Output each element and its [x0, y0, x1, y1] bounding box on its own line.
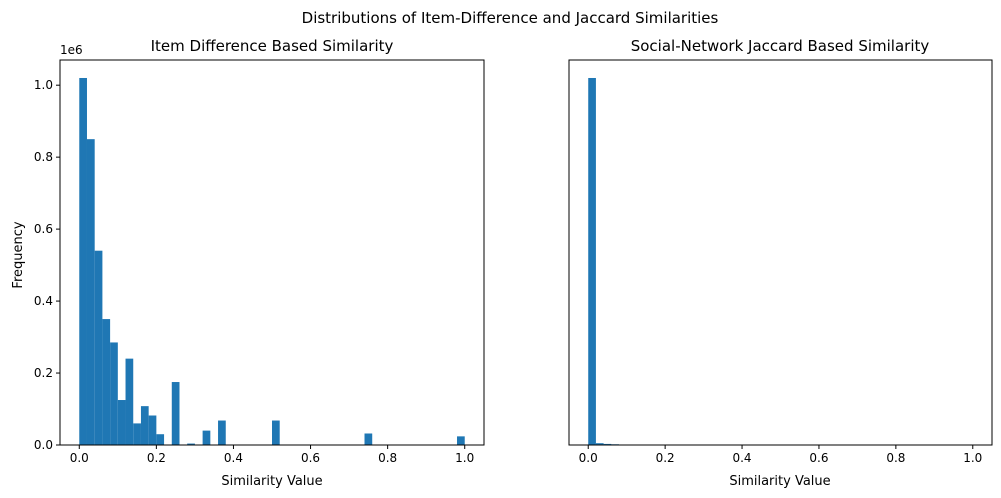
- y-axis-label: Frequency: [11, 221, 26, 288]
- histogram-bar: [364, 433, 373, 445]
- y-tick-label: 1.0: [34, 78, 53, 92]
- histogram-bar: [171, 382, 180, 445]
- x-tick-label: 1.0: [963, 451, 982, 465]
- histogram-bar: [86, 139, 95, 445]
- figure-suptitle: Distributions of Item-Difference and Jac…: [302, 9, 719, 27]
- histogram-bar: [218, 420, 226, 445]
- plot-frame: [59, 59, 485, 446]
- histogram-bar: [272, 420, 280, 445]
- histogram-bar: [595, 443, 604, 445]
- x-tick-label: 0.6: [809, 451, 828, 465]
- x-tick-label: 0.4: [224, 451, 243, 465]
- y-offset-label: 1e6: [60, 43, 83, 57]
- x-axis-label: Similarity Value: [729, 474, 830, 489]
- x-tick-label: 0.0: [579, 451, 598, 465]
- y-tick-label: 0.0: [34, 438, 53, 452]
- histogram-bar: [133, 423, 141, 445]
- x-axis-label: Similarity Value: [221, 474, 322, 489]
- x-tick-label: 0.2: [147, 451, 166, 465]
- histogram-bar: [156, 434, 165, 445]
- x-tick-label: 0.6: [301, 451, 320, 465]
- x-tick-label: 0.2: [656, 451, 675, 465]
- bar-group: [79, 77, 465, 446]
- chart-title: Social-Network Jaccard Based Similarity: [631, 37, 930, 55]
- histogram-bar: [588, 77, 596, 446]
- y-tick-label: 0.8: [34, 150, 53, 164]
- histogram-bar: [187, 443, 195, 445]
- x-tick-label: 0.8: [886, 451, 905, 465]
- histogram-bar: [125, 358, 134, 445]
- histogram-bar: [117, 400, 126, 445]
- histogram-bar: [148, 415, 157, 445]
- x-tick-label: 0.4: [732, 451, 751, 465]
- y-tick-label: 0.4: [34, 294, 53, 308]
- chart-title: Item Difference Based Similarity: [151, 37, 394, 55]
- x-ticks: 0.0 0.2 0.4 0.6 0.8 1.0: [70, 445, 474, 465]
- x-tick-label: 0.8: [378, 451, 397, 465]
- x-ticks: 0.0 0.2 0.4 0.6 0.8 1.0: [579, 445, 982, 465]
- y-ticks: 0.0 0.2 0.4 0.6 0.8 1.0: [34, 78, 60, 452]
- histogram-bar: [110, 342, 118, 445]
- plot-frame: [568, 59, 993, 446]
- x-tick-label: 1.0: [455, 451, 474, 465]
- histogram-bar: [102, 319, 111, 445]
- histogram-item-difference: Item Difference Based Similarity Similar…: [11, 37, 485, 489]
- x-tick-label: 0.0: [70, 451, 89, 465]
- histogram-bar: [140, 406, 149, 445]
- histogram-bar: [603, 443, 612, 445]
- histogram-bar: [202, 430, 211, 445]
- histogram-bar: [94, 250, 103, 445]
- y-tick-label: 0.6: [34, 222, 53, 236]
- histogram-bar: [457, 436, 465, 445]
- histogram-jaccard: Social-Network Jaccard Based Similarity …: [568, 37, 993, 489]
- y-tick-label: 0.2: [34, 366, 53, 380]
- histogram-bar: [79, 77, 87, 446]
